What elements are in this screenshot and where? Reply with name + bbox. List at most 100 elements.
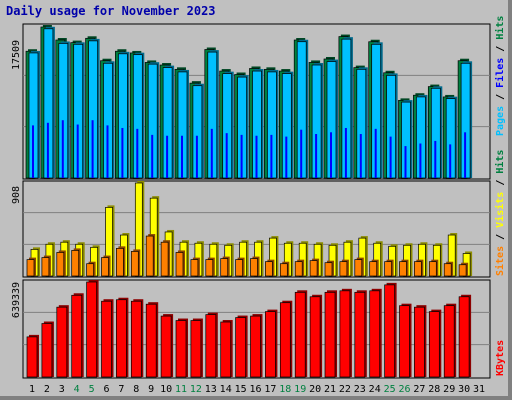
files-bar-29 [449, 144, 452, 178]
files-bar-17 [270, 134, 273, 178]
files-bar-5 [91, 120, 94, 178]
sites-bar-23-face [354, 259, 363, 277]
files-bar-4 [76, 124, 79, 178]
pages-bar-28 [430, 86, 443, 179]
legend-separator: / [495, 228, 506, 246]
bars-layer [23, 25, 490, 378]
legend-separator: / [495, 40, 506, 58]
day-label-22: 22 [339, 384, 351, 395]
kbytes-bar-7-face [116, 299, 127, 378]
kbytes-bar-4-face [71, 294, 83, 378]
kbytes-bar-23 [354, 290, 367, 378]
sites-bar-18-face [279, 263, 288, 277]
sites-bar-12-face [190, 259, 199, 277]
sites-bar-25-face [384, 261, 392, 277]
day-label-14: 14 [220, 384, 232, 395]
day-label-9: 9 [148, 384, 154, 395]
sites-bar-23 [354, 257, 364, 277]
legend-sites: Sites [494, 246, 506, 276]
sites-bar-7-face [116, 247, 124, 277]
sites-bar-14 [220, 256, 230, 277]
kbytes-bar-1 [26, 334, 39, 378]
kbytes-bar-19 [294, 290, 308, 378]
files-bar-22 [344, 127, 347, 178]
sites-bar-27-face [414, 261, 422, 277]
kbytes-bar-19-face [294, 291, 306, 378]
kbytes-bar-5 [86, 280, 99, 378]
kbytes-bar-5-face [86, 281, 97, 378]
sites-bar-4-face [71, 250, 80, 277]
legend-kbytes: KBytes [495, 340, 506, 376]
kbytes-bar-27 [414, 305, 427, 378]
sites-bar-15-face [235, 259, 243, 277]
kbytes-bar-20 [309, 294, 323, 378]
chart-title: Daily usage for November 2023 [6, 4, 216, 18]
files-bar-11 [181, 135, 183, 178]
files-bar-15 [240, 134, 243, 178]
sites-bar-11 [175, 250, 185, 277]
files-bar-10 [166, 135, 169, 178]
pages-bar-19 [296, 39, 309, 179]
sites-bar-5-face [86, 263, 94, 277]
kbytes-bar-15 [235, 315, 248, 378]
sites-bar-21 [324, 260, 334, 277]
day-label-23: 23 [354, 384, 366, 395]
sites-bar-26-face [399, 261, 407, 277]
kbytes-bar-20-face [309, 296, 321, 378]
kbytes-bar-11-face [175, 320, 187, 378]
kbytes-bar-10 [160, 314, 174, 378]
day-label-29: 29 [443, 384, 455, 395]
pages-bar-1 [28, 50, 40, 179]
sites-bar-29 [443, 261, 454, 277]
pages-bar-26 [401, 100, 413, 179]
day-label-2: 2 [44, 384, 50, 395]
day-label-30: 30 [458, 384, 470, 395]
kbytes-bar-26 [399, 303, 412, 378]
sites-bar-12 [190, 257, 200, 277]
sites-bar-18 [279, 261, 290, 277]
pages-bar-6 [103, 61, 115, 179]
kbytes-bar-21-face [324, 291, 336, 378]
day-labels: 1 2 3 4 5 6 7 8 9 10 11 12 13 14 15 16 17 18 19 20 21 22 23 24 2… [29, 384, 485, 395]
day-label-15: 15 [235, 384, 247, 395]
files-bar-21 [330, 132, 332, 178]
files-bar-9 [151, 134, 154, 178]
sites-bar-9-face [145, 235, 154, 277]
legend-hits: Hits [494, 16, 506, 40]
pages-bar-23 [356, 67, 368, 179]
sites-bar-11-face [175, 252, 184, 277]
day-label-25: 25 [384, 384, 396, 395]
day-label-28: 28 [428, 384, 440, 395]
legend-visits: Visits [494, 192, 506, 228]
kbytes-bar-7 [116, 297, 129, 378]
kbytes-bar-27-face [414, 306, 425, 378]
sites-bar-29-face [443, 263, 452, 277]
day-label-18: 18 [279, 384, 291, 395]
sites-bar-28-face [428, 261, 437, 277]
pages-bar-29 [445, 96, 458, 179]
kbytes-bar-14-face [220, 321, 232, 378]
ymax-label-bottom: 639339 [11, 282, 22, 318]
sites-bar-13 [205, 257, 215, 277]
kbytes-bar-23-face [354, 291, 366, 378]
sites-bar-24 [369, 259, 379, 277]
sites-bar-10-face [160, 241, 169, 277]
files-bar-28 [434, 140, 437, 178]
sites-bar-17-face [265, 261, 273, 277]
day-label-27: 27 [413, 384, 425, 395]
kbytes-bar-30-face [458, 296, 470, 378]
kbytes-bar-9-face [145, 303, 157, 378]
day-label-7: 7 [118, 384, 124, 395]
kbytes-bar-28-face [428, 311, 440, 378]
day-label-8: 8 [133, 384, 139, 395]
files-bar-8 [136, 128, 139, 178]
legend-separator: / [495, 88, 506, 106]
kbytes-bar-30 [458, 294, 472, 378]
sites-bar-2 [41, 255, 51, 277]
kbytes-bar-22 [339, 288, 352, 378]
kbytes-bar-6 [101, 299, 114, 378]
sites-bar-8 [130, 249, 141, 277]
kbytes-bar-29-face [443, 305, 455, 378]
sites-bar-20-face [309, 260, 318, 277]
